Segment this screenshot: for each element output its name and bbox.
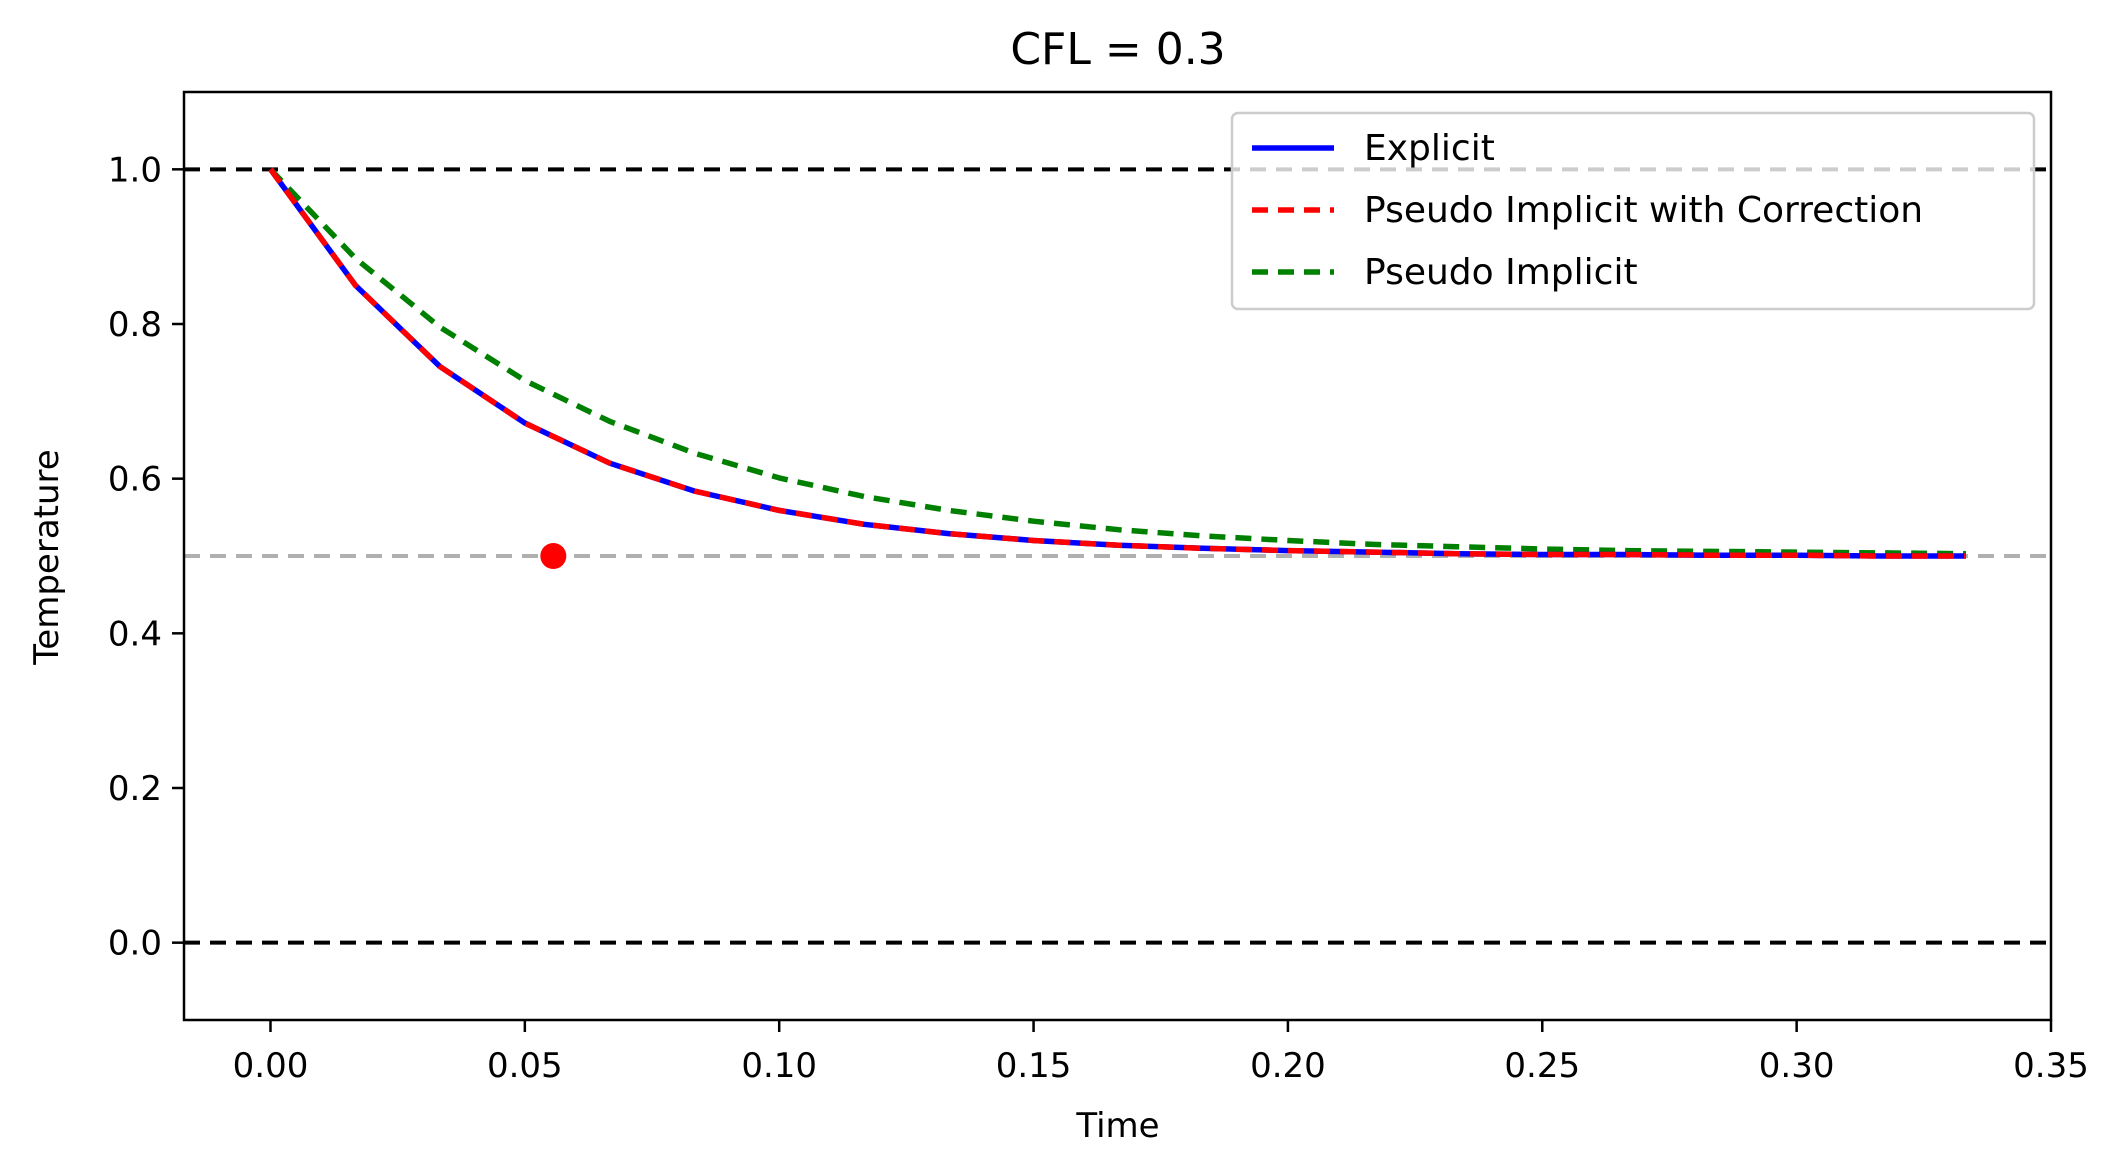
x-tick-label: 0.05 (487, 1046, 563, 1086)
x-tick-label: 0.25 (1504, 1046, 1580, 1086)
marker-point (540, 543, 567, 569)
x-tick-label: 0.35 (2013, 1046, 2089, 1086)
x-tick-label: 0.30 (1759, 1046, 1835, 1086)
x-axis-ticks: 0.00 0.05 0.10 0.15 0.20 0.25 0.30 0.35 (233, 1020, 2089, 1086)
series-line-2 (268, 167, 1967, 557)
axes-frame (182, 90, 2053, 1022)
x-tick-label: 0.00 (233, 1046, 309, 1086)
y-tick-label: 0.6 (108, 460, 162, 500)
y-axis-label: Temperature (27, 449, 67, 665)
y-tick-label: 0.0 (108, 924, 162, 964)
legend-label: Pseudo Implicit (1364, 252, 1638, 293)
y-tick-label: 0.2 (108, 769, 162, 809)
plot-area (182, 90, 2053, 1022)
y-tick-label: 0.4 (108, 614, 162, 654)
legend: Explicit Pseudo Implicit with Correction P… (1230, 111, 2036, 311)
y-axis-ticks: 0.0 0.2 0.4 0.6 0.8 1.0 (108, 150, 184, 964)
legend-label: Explicit (1364, 128, 1495, 169)
legend-box (1230, 111, 2036, 311)
x-tick-label: 0.15 (996, 1046, 1072, 1086)
chart-title: CFL = 0.3 (1010, 24, 1225, 75)
y-tick-label: 0.8 (108, 305, 162, 345)
x-axis-label: Time (1075, 1106, 1159, 1146)
legend-label: Pseudo Implicit with Correction (1364, 190, 1923, 231)
x-tick-label: 0.10 (741, 1046, 817, 1086)
series-line-1 (268, 167, 1966, 559)
y-tick-label: 1.0 (108, 150, 162, 190)
x-tick-label: 0.20 (1250, 1046, 1326, 1086)
